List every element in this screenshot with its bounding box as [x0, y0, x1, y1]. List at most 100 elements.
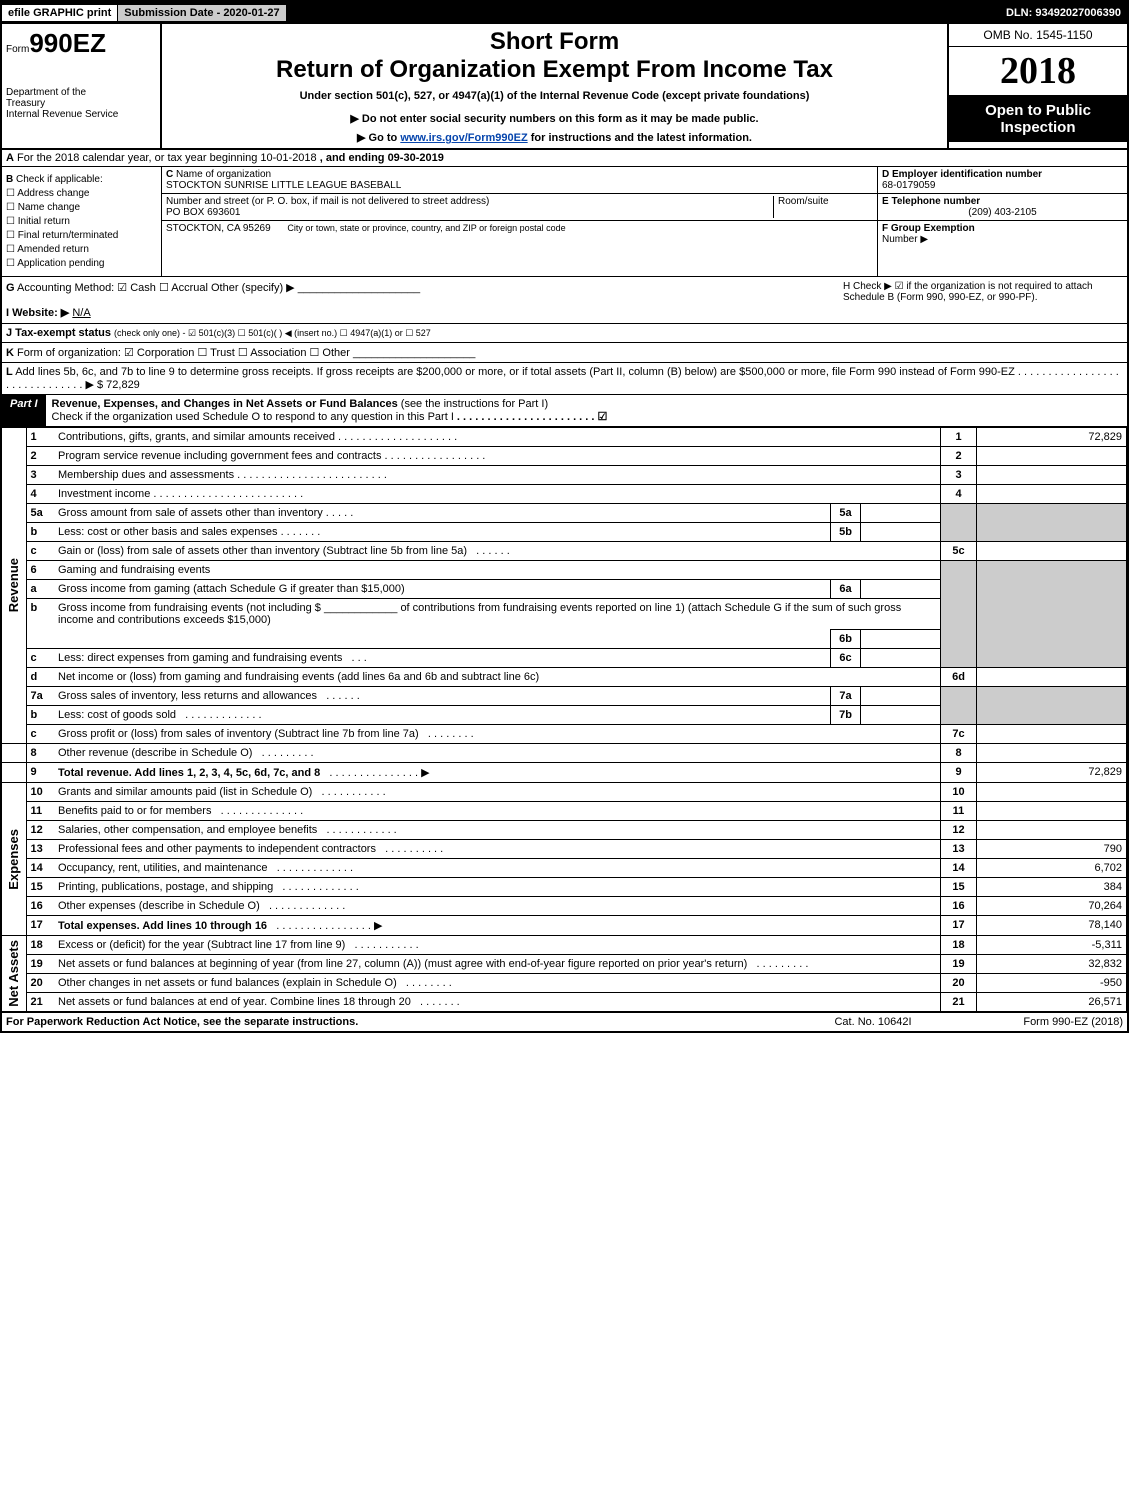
r21-val: 26,571	[977, 993, 1127, 1012]
netassets-sidebar: Net Assets	[2, 936, 26, 1012]
efile-print-button[interactable]: efile GRAPHIC print	[2, 5, 117, 21]
r6a-mv	[861, 580, 941, 599]
cat-number: Cat. No. 10642I	[773, 1016, 973, 1028]
row-9: 9 Total revenue. Add lines 1, 2, 3, 4, 5…	[2, 763, 1127, 783]
form-number: 990EZ	[29, 28, 106, 58]
r16-num: 16	[26, 897, 54, 916]
r7b-num: b	[26, 706, 54, 725]
r3-val	[977, 466, 1127, 485]
check-amended-return[interactable]: Amended return	[6, 244, 157, 255]
omb-number: OMB No. 1545-1150	[949, 24, 1127, 47]
row-11: 11 Benefits paid to or for members . . .…	[2, 802, 1127, 821]
r6b-mn: 6b	[831, 630, 861, 649]
check-initial-return[interactable]: Initial return	[6, 216, 157, 227]
r15-ln: 15	[941, 878, 977, 897]
netassets-label: Net Assets	[6, 940, 21, 1007]
r11-desc: Benefits paid to or for members	[58, 805, 211, 817]
room-label: Room/suite	[778, 196, 829, 207]
line-a-text2: , and ending 09-30-2019	[320, 152, 444, 164]
r5a-mv	[861, 504, 941, 523]
sub3-post: for instructions and the latest informat…	[528, 132, 752, 144]
r18-ln: 18	[941, 936, 977, 955]
r2-val	[977, 447, 1127, 466]
subtitle-2: ▶ Do not enter social security numbers o…	[166, 112, 943, 125]
check-final-return[interactable]: Final return/terminated	[6, 230, 157, 241]
r14-val: 6,702	[977, 859, 1127, 878]
r16-ln: 16	[941, 897, 977, 916]
r6b-num: b	[26, 599, 54, 649]
row-5c: c Gain or (loss) from sale of assets oth…	[2, 542, 1127, 561]
line-l-amount: ▶ $ 72,829	[85, 379, 139, 391]
r1-ln: 1	[941, 428, 977, 447]
check-application-pending[interactable]: Application pending	[6, 258, 157, 269]
line-k-text: Form of organization: ☑ Corporation ☐ Tr…	[17, 347, 350, 359]
box-b-label: B	[6, 174, 13, 185]
rev-side-cont2	[2, 763, 26, 783]
form-prefix: Form	[6, 44, 29, 55]
r5-shade-val	[977, 504, 1127, 542]
r8-ln: 8	[941, 744, 977, 763]
r17-num: 17	[26, 916, 54, 936]
r19-desc: Net assets or fund balances at beginning…	[58, 958, 747, 970]
line-h: H Check ▶ ☑ if the organization is not r…	[843, 281, 1123, 319]
r21-num: 21	[26, 993, 54, 1012]
r5-shade	[941, 504, 977, 542]
line-j: J Tax-exempt status (check only one) - ☑…	[2, 324, 1127, 343]
phone-value: (209) 403-2105	[882, 207, 1123, 218]
r20-num: 20	[26, 974, 54, 993]
r19-num: 19	[26, 955, 54, 974]
expenses-label: Expenses	[6, 829, 21, 890]
header-right: OMB No. 1545-1150 2018 Open to Public In…	[947, 24, 1127, 148]
r7b-mv	[861, 706, 941, 725]
street-row: Number and street (or P. O. box, if mail…	[162, 194, 877, 221]
city-row: STOCKTON, CA 95269 City or town, state o…	[162, 221, 877, 236]
street-label: Number and street (or P. O. box, if mail…	[166, 196, 489, 207]
box-b: B Check if applicable: Address change Na…	[2, 167, 162, 276]
check-address-change[interactable]: Address change	[6, 188, 157, 199]
row-2: 2 Program service revenue including gove…	[2, 447, 1127, 466]
r6d-val	[977, 668, 1127, 687]
line-a-label: A	[6, 152, 14, 164]
r6c-mn: 6c	[831, 649, 861, 668]
row-6: 6 Gaming and fundraising events	[2, 561, 1127, 580]
r1-desc: Contributions, gifts, grants, and simila…	[58, 431, 335, 443]
r4-desc: Investment income	[58, 488, 150, 500]
r2-ln: 2	[941, 447, 977, 466]
r7a-num: 7a	[26, 687, 54, 706]
r1-val: 72,829	[977, 428, 1127, 447]
r12-val	[977, 821, 1127, 840]
inspect-line2: Inspection	[1000, 119, 1075, 136]
part-1-title: Revenue, Expenses, and Changes in Net As…	[46, 395, 1127, 426]
top-bar: efile GRAPHIC print Submission Date - 20…	[2, 2, 1127, 24]
r6a-num: a	[26, 580, 54, 599]
r15-num: 15	[26, 878, 54, 897]
r4-val	[977, 485, 1127, 504]
line-a: A For the 2018 calendar year, or tax yea…	[2, 150, 1127, 167]
r20-val: -950	[977, 974, 1127, 993]
r15-desc: Printing, publications, postage, and shi…	[58, 881, 273, 893]
revenue-sidebar: Revenue	[2, 428, 26, 744]
row-4: 4 Investment income . . . . . . . . . . …	[2, 485, 1127, 504]
line-i-label: I Website: ▶	[6, 307, 69, 319]
line-a-text1: For the 2018 calendar year, or tax year …	[17, 152, 317, 164]
r1-num: 1	[26, 428, 54, 447]
irs-link[interactable]: www.irs.gov/Form990EZ	[400, 132, 527, 144]
r14-ln: 14	[941, 859, 977, 878]
line-g-text: Accounting Method: ☑ Cash ☐ Accrual Othe…	[17, 282, 295, 294]
r7a-mn: 7a	[831, 687, 861, 706]
part-1-note: (see the instructions for Part I)	[401, 398, 548, 410]
r6-desc: Gaming and fundraising events	[54, 561, 941, 580]
r7c-ln: 7c	[941, 725, 977, 744]
check-name-change[interactable]: Name change	[6, 202, 157, 213]
row-7c: c Gross profit or (loss) from sales of i…	[2, 725, 1127, 744]
header-center: Short Form Return of Organization Exempt…	[162, 24, 947, 148]
dept-treasury: Department of the Treasury Internal Reve…	[6, 87, 156, 120]
row-21: 21 Net assets or fund balances at end of…	[2, 993, 1127, 1012]
street-value: PO BOX 693601	[166, 207, 241, 218]
line-k-label: K	[6, 347, 14, 359]
r11-ln: 11	[941, 802, 977, 821]
box-b-check: Check if applicable:	[16, 174, 103, 185]
group-exemption-number: Number ▶	[882, 234, 928, 245]
r18-num: 18	[26, 936, 54, 955]
r7a-mv	[861, 687, 941, 706]
